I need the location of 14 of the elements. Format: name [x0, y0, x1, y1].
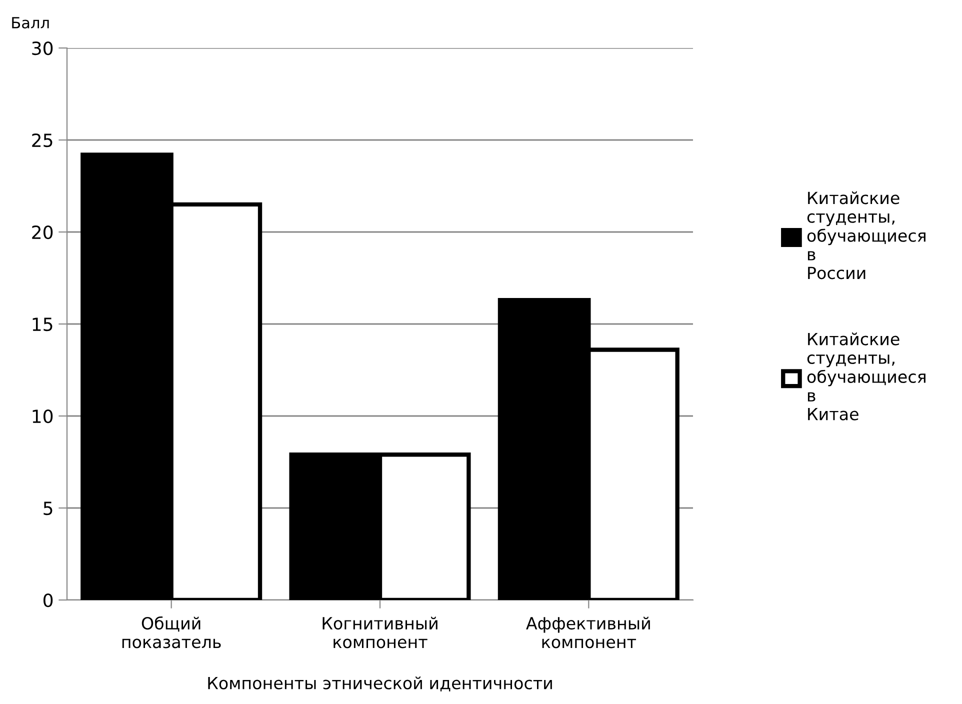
y-tick-label: 10	[32, 409, 53, 424]
y-tick-label: 20	[32, 225, 53, 240]
y-axis-title: Балл	[12, 17, 49, 28]
y-tick-label: 0	[44, 593, 53, 608]
x-axis-title: Компоненты этнической идентичности	[208, 676, 552, 692]
y-tick-label: 15	[32, 318, 52, 332]
legend-label: Китайские студенты, обучающиеся в Китае	[807, 332, 926, 420]
legend-label: Китайские студенты, обучающиеся в России	[807, 191, 926, 280]
x-tick-label: Общий показатель	[122, 616, 221, 648]
y-tick-label: 5	[44, 502, 52, 516]
y-tick-label: 25	[32, 133, 52, 148]
x-tick-label: Когнитивный компонент	[322, 616, 438, 648]
x-tick-label: Аффективный компонент	[526, 616, 650, 648]
y-tick-label: 30	[32, 41, 53, 56]
